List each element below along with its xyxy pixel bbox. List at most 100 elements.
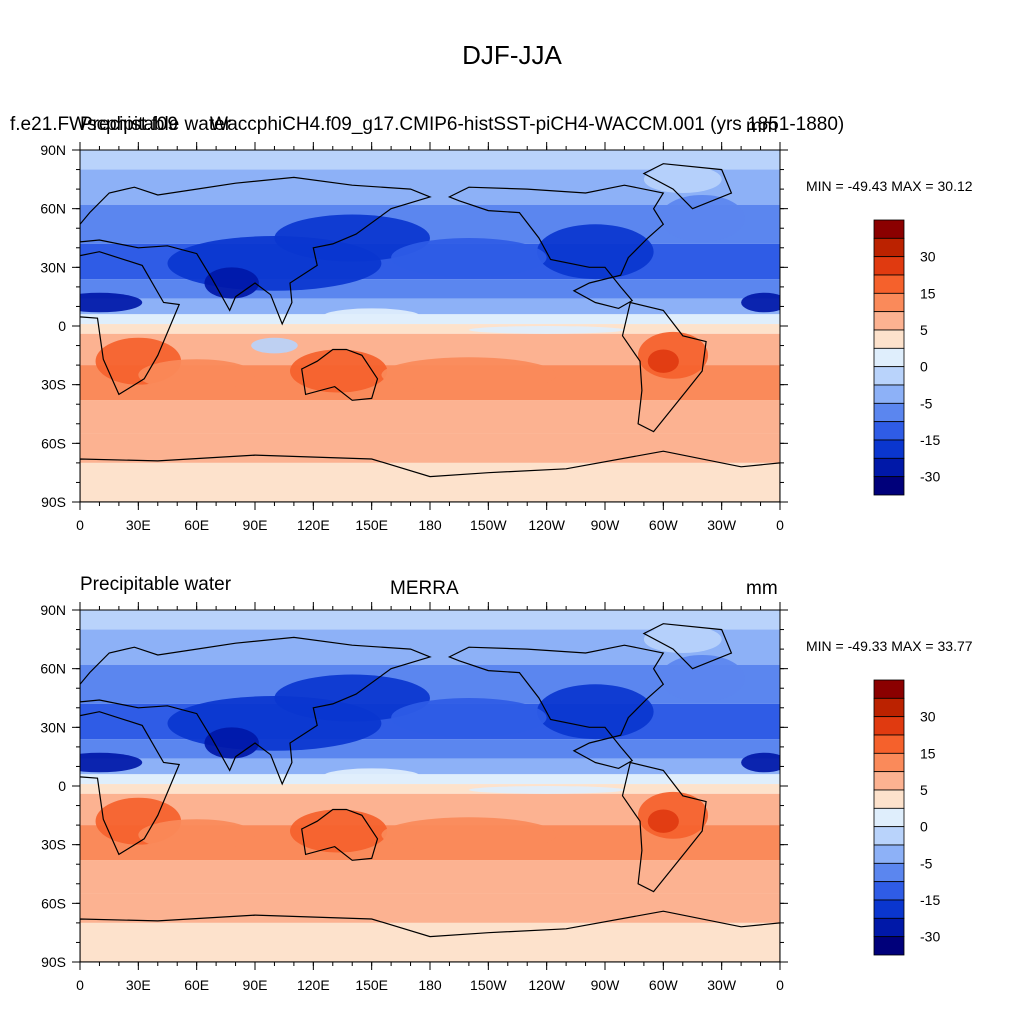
colorbar-swatch xyxy=(873,384,905,404)
lon-label: 60E xyxy=(184,977,209,993)
anomaly-region xyxy=(647,349,679,373)
lat-band xyxy=(80,279,780,299)
colorbar-swatch xyxy=(873,917,905,938)
coastline xyxy=(621,761,707,893)
colorbar-swatch xyxy=(873,457,905,478)
coastline xyxy=(447,644,665,770)
lon-label: 150E xyxy=(355,977,388,993)
colorbar-swatch xyxy=(873,329,905,349)
anomaly-region xyxy=(643,625,722,654)
bottom-left-title: Precipitable water xyxy=(80,574,232,595)
lat-label: 90N xyxy=(40,142,66,158)
colorbar-label: -15 xyxy=(920,892,940,908)
anomaly-region xyxy=(323,308,421,325)
anomaly-region xyxy=(323,768,421,785)
colorbar-swatch xyxy=(873,807,905,828)
lon-label: 0 xyxy=(776,977,784,993)
lat-label: 30S xyxy=(41,377,66,393)
colorbar-swatch xyxy=(873,899,905,919)
lat-band xyxy=(80,462,780,502)
anomaly-region xyxy=(659,194,745,242)
anomaly-region xyxy=(290,349,388,393)
coastline xyxy=(80,711,181,856)
bottom-panel: Precipitable water MERRA mm MIN = -49.33… xyxy=(0,570,1024,1010)
top-panel: f.e21.FWscphist.f09 Precipitable water W… xyxy=(0,110,1024,540)
coastline xyxy=(621,301,707,433)
coastline xyxy=(80,251,181,396)
anomaly-region xyxy=(290,809,388,853)
anomaly-region xyxy=(138,819,255,851)
lat-band xyxy=(80,893,780,923)
colorbar-label: 0 xyxy=(920,359,928,375)
lat-band xyxy=(80,298,780,315)
coastline xyxy=(642,623,733,670)
bottom-minmax: MIN = -49.33 MAX = 33.77 xyxy=(806,638,973,654)
coastline xyxy=(447,184,665,310)
bottom-dataset-title: MERRA xyxy=(390,578,459,599)
anomaly-region xyxy=(468,786,625,794)
colorbar-swatch xyxy=(873,292,905,313)
lon-label: 150W xyxy=(470,517,507,533)
colorbar-swatch xyxy=(873,274,905,294)
lon-label: 30W xyxy=(707,977,737,993)
colorbar-label: -5 xyxy=(920,395,933,411)
top-left-overlap-title: Precipitable water xyxy=(80,114,232,135)
bottom-map-svg: 90N 60N 30N 0 30S 60S 90S 0 30E 60E 90E 120E 150E 180… xyxy=(40,602,940,993)
colorbar-swatch xyxy=(873,881,905,901)
colorbar-label: 30 xyxy=(920,249,936,265)
anomaly-region xyxy=(643,165,722,194)
anomaly-region xyxy=(391,238,547,278)
lat-label: 0 xyxy=(58,318,66,334)
lon-label: 60W xyxy=(649,517,679,533)
anomaly-region xyxy=(80,292,143,313)
colorbar-label: 30 xyxy=(920,709,936,725)
colorbar-label: 5 xyxy=(920,322,928,338)
data-field xyxy=(80,610,780,962)
lon-label: 0 xyxy=(76,977,84,993)
top-left-title: f.e21.FWscphist.f09 xyxy=(10,114,178,135)
top-units: mm xyxy=(746,116,778,137)
lat-band xyxy=(80,324,780,334)
lon-label: 30E xyxy=(126,977,151,993)
lat-label: 60S xyxy=(41,895,66,911)
data-field xyxy=(80,150,780,502)
anomaly-region xyxy=(204,727,259,759)
anomaly-region xyxy=(536,224,654,280)
lon-label: 0 xyxy=(776,517,784,533)
top-map-plot: 90N 60N 30N 0 30S 60S 90S 0 30E 60E 90E 120E 150E 180… xyxy=(40,142,940,533)
colorbar-swatch xyxy=(873,844,905,864)
lat-band xyxy=(80,758,780,775)
colorbar-label: 0 xyxy=(920,819,928,835)
colorbar-swatch xyxy=(873,421,905,441)
coastline xyxy=(80,636,432,786)
anomaly-region xyxy=(741,292,780,313)
anomaly-region xyxy=(251,797,298,814)
top-map-svg: 90N 60N 30N 0 30S 60S 90S 0 30E 60E 90E 120E 150E 180… xyxy=(40,142,940,533)
colorbar-swatch xyxy=(873,734,905,754)
lat-label: 90N xyxy=(40,602,66,618)
lon-label: 60E xyxy=(184,517,209,533)
anomaly-region xyxy=(536,684,654,740)
colorbar-swatch xyxy=(873,347,905,368)
lon-label: 90E xyxy=(243,517,268,533)
anomaly-region xyxy=(138,359,255,391)
colorbar-swatch xyxy=(873,862,905,883)
lat-label: 60S xyxy=(41,435,66,451)
lon-label: 90W xyxy=(591,517,621,533)
lon-label: 30W xyxy=(707,517,737,533)
lat-label: 30N xyxy=(40,719,66,735)
lat-label: 0 xyxy=(58,778,66,794)
colorbar-swatch xyxy=(873,697,905,718)
anomaly-region xyxy=(381,817,557,853)
lat-band xyxy=(80,784,780,794)
colorbar-swatch xyxy=(873,476,905,496)
colorbar-swatch xyxy=(873,936,905,956)
lon-label: 120W xyxy=(528,517,565,533)
lon-label: 90W xyxy=(591,977,621,993)
colorbar-swatch xyxy=(873,826,905,846)
colorbar-swatch xyxy=(873,366,905,386)
colorbar-swatch xyxy=(873,439,905,459)
lat-band xyxy=(80,314,780,325)
figure-title: DJF-JJA xyxy=(462,40,562,70)
coastline xyxy=(642,163,733,210)
